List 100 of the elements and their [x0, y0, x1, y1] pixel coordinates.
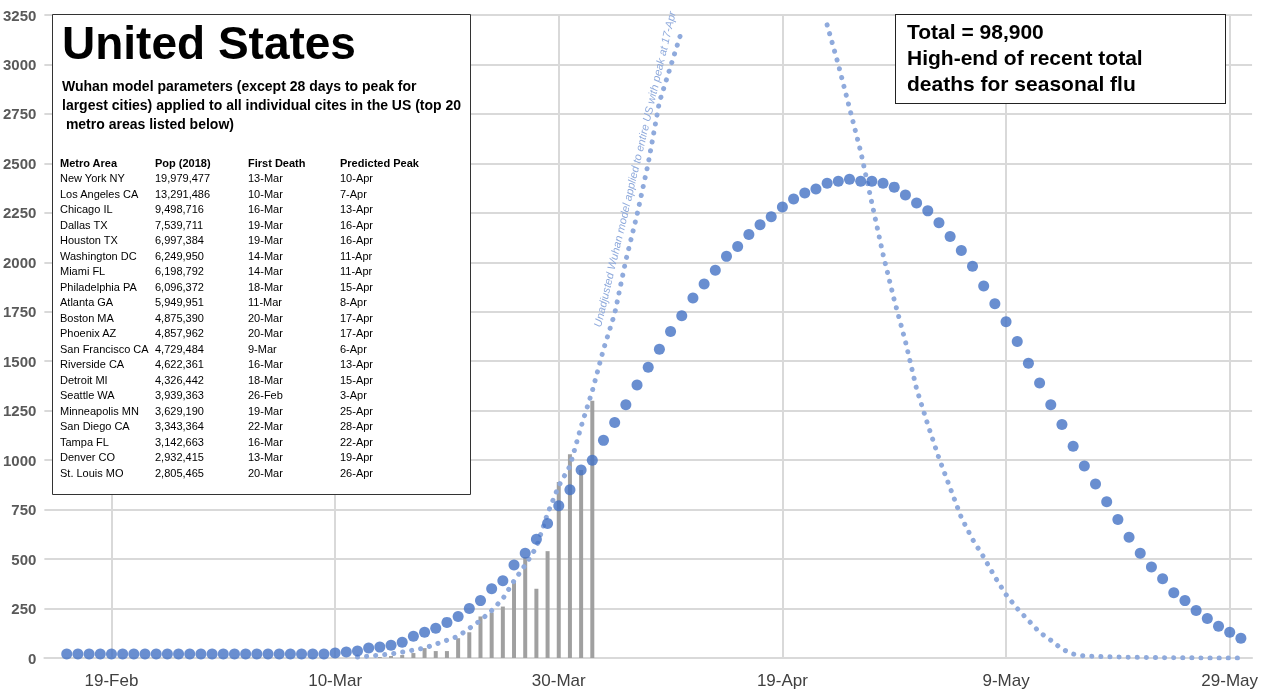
x-tick-label: 19-Apr — [756, 671, 809, 690]
y-tick-label: 1250 — [2, 402, 37, 420]
annotation: 6-Apr — [340, 342, 368, 355]
x-tick-label: 30-Mar — [531, 671, 587, 690]
annotation: 18-Mar — [248, 373, 284, 386]
x-tick-label: 9-May — [982, 671, 1031, 690]
annotation: 16-Apr — [340, 234, 374, 246]
annotation: 13-Apr — [340, 203, 374, 215]
annotation: Pop (2018) — [155, 156, 211, 169]
annotation: 3,939,363 — [155, 389, 204, 401]
annotation: 6,997,384 — [155, 234, 204, 246]
annotation: 19-Mar — [248, 404, 284, 417]
annotation: 9-Mar — [248, 342, 278, 355]
annotation: 8-Apr — [340, 296, 368, 308]
y-tick-label: 3000 — [2, 55, 37, 73]
annotation: 4,622,361 — [155, 358, 204, 370]
annotation: 2,805,465 — [155, 466, 204, 479]
annotation: Washington DC — [60, 249, 137, 262]
bar — [444, 651, 449, 658]
annotation: 13-Apr — [340, 358, 374, 370]
annotation: 26-Feb — [248, 389, 283, 401]
annotation: 4,729,484 — [155, 342, 204, 355]
annotation: 11-Apr — [340, 249, 373, 262]
annotation: 13-Mar — [248, 451, 284, 463]
x-tick-label: 19-Feb — [84, 671, 139, 690]
x-tick-label: 29-May — [1201, 671, 1259, 690]
bar — [456, 638, 461, 658]
annotation: 6,198,792 — [155, 265, 204, 277]
y-tick-label: 0 — [28, 649, 37, 667]
note-box: Total = 98,900 High-end of recent total deaths for seasonal flu — [895, 14, 1226, 104]
y-tick-label: 2000 — [2, 253, 37, 271]
annotation: San Francisco CA — [60, 342, 150, 355]
y-tick-label: 750 — [11, 501, 37, 519]
annotation: 19,979,477 — [155, 172, 211, 184]
text: Wuhan model parameters (except 28 days to peak for largest cities) applied to all individual cites in the US (top 20 metro areas listed below) — [62, 77, 462, 132]
annotation: 25-Apr — [340, 404, 374, 417]
annotation: 4,326,442 — [155, 373, 204, 386]
annotation: 17-Apr — [340, 327, 374, 339]
y-tick-label: 2500 — [2, 154, 37, 172]
annotation: Denver CO — [60, 451, 116, 463]
bar — [467, 632, 472, 658]
annotation: 6,249,950 — [155, 249, 204, 262]
x-tick-label: 10-Mar — [308, 671, 363, 690]
annotation: Total = 98,900 — [907, 19, 1045, 45]
annotation: 19-Mar — [248, 218, 284, 231]
annotation: Philadelphia PA — [60, 280, 138, 293]
chart-title: United States — [62, 17, 356, 69]
annotation: San Diego CA — [60, 420, 131, 432]
annotation: 17-Apr — [340, 311, 374, 324]
annotation: 3,343,364 — [155, 420, 204, 432]
annotation: 19-Mar — [248, 234, 284, 246]
bar — [478, 616, 483, 658]
bar — [433, 651, 438, 658]
y-tick-label: 1500 — [2, 352, 37, 370]
annotation: 14-Mar — [248, 249, 284, 262]
annotation: 11-Apr — [340, 265, 373, 277]
annotation: St. Louis MO — [60, 466, 125, 479]
annotation: 4,857,962 — [155, 327, 204, 339]
bar — [411, 653, 416, 658]
y-tick-label: 3250 — [2, 6, 37, 24]
y-tick-label: 1750 — [2, 303, 37, 321]
y-tick-label: 500 — [11, 550, 37, 568]
annotation: Predicted Peak — [340, 156, 420, 169]
annotation: Chicago IL — [60, 203, 113, 215]
annotation: 3,142,663 — [155, 435, 204, 448]
annotation: 6,096,372 — [155, 280, 204, 293]
y-tick-label: 1000 — [2, 451, 37, 469]
bar — [512, 580, 517, 658]
annotation: 20-Mar — [248, 311, 284, 324]
annotation: Miami FL — [60, 265, 106, 277]
annotation: High-end of recent total deaths for seasonal flu — [907, 45, 1144, 97]
annotation: Detroit MI — [60, 373, 108, 386]
annotation: 22-Mar — [248, 420, 284, 432]
annotation: 7,539,711 — [155, 218, 204, 231]
annotation: 3-Apr — [340, 389, 368, 401]
y-tick-label: 2250 — [2, 204, 37, 222]
bar — [400, 655, 405, 658]
bar — [534, 588, 539, 658]
annotation: 9,498,716 — [155, 203, 204, 215]
annotation: 20-Mar — [248, 327, 284, 339]
annotation: New York NY — [60, 172, 126, 184]
annotation: First Death — [248, 156, 306, 169]
annotation: Houston TX — [60, 234, 119, 246]
annotation: 11-Mar — [248, 296, 283, 308]
annotation: 16-Apr — [340, 218, 374, 231]
annotation: 4,875,390 — [155, 311, 204, 324]
annotation: 16-Mar — [248, 203, 284, 215]
annotation: Minneapolis MN — [60, 404, 139, 417]
bar — [422, 648, 427, 658]
annotation: 5,949,951 — [155, 296, 204, 308]
annotation: 14-Mar — [248, 265, 284, 277]
annotation: Phoenix AZ — [60, 327, 117, 339]
bar — [500, 606, 505, 658]
annotation: 15-Apr — [340, 280, 374, 293]
annotation: 26-Apr — [340, 466, 374, 479]
annotation: 3,629,190 — [155, 404, 204, 417]
annotation: 15-Apr — [340, 373, 374, 386]
annotation: 16-Mar — [248, 435, 284, 448]
annotation: Boston MA — [60, 311, 115, 324]
bar — [489, 612, 494, 658]
